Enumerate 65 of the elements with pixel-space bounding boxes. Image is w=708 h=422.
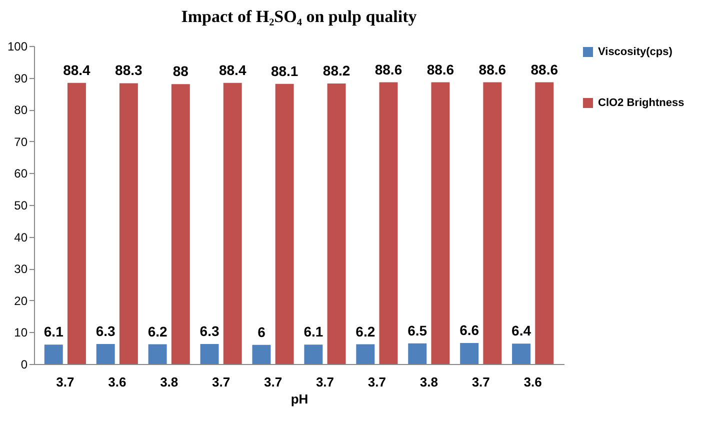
x-tick-label: 3.7 bbox=[212, 374, 230, 390]
y-tick-label: 90 bbox=[14, 71, 28, 86]
data-label: 88.3 bbox=[115, 62, 143, 78]
x-tick-label: 3.7 bbox=[472, 374, 490, 390]
bar bbox=[119, 83, 138, 364]
y-tick-label: 50 bbox=[14, 198, 28, 212]
x-tick-label: 3.7 bbox=[264, 374, 282, 390]
data-label: 88.6 bbox=[478, 61, 506, 78]
data-label: 6.2 bbox=[356, 323, 376, 340]
bar bbox=[379, 82, 398, 364]
y-tick-label: 80 bbox=[14, 103, 28, 118]
data-label: 6.5 bbox=[408, 322, 428, 338]
bar bbox=[460, 343, 479, 364]
x-tick-label: 3.8 bbox=[160, 374, 178, 390]
bar bbox=[148, 344, 167, 364]
y-tick-label: 10 bbox=[14, 326, 28, 340]
bar bbox=[535, 82, 554, 364]
x-tick-label: 3.6 bbox=[108, 374, 126, 390]
bar bbox=[44, 344, 63, 364]
data-label: 6.1 bbox=[44, 324, 64, 340]
y-tick-label: 40 bbox=[14, 230, 28, 244]
y-tick-label: 100 bbox=[7, 40, 28, 54]
bar bbox=[356, 344, 375, 364]
bar bbox=[200, 344, 219, 364]
x-tick-label: 3.7 bbox=[56, 374, 74, 390]
data-label: 6 bbox=[258, 324, 266, 340]
chart-title: Impact of H₂SO₄ on pulp quality bbox=[181, 7, 418, 26]
data-label: 88.6 bbox=[530, 61, 558, 78]
bar bbox=[252, 344, 271, 364]
bar bbox=[304, 344, 323, 364]
data-label: 6.2 bbox=[148, 323, 168, 340]
x-tick-label: 3.7 bbox=[368, 374, 386, 390]
data-label: 6.6 bbox=[460, 322, 480, 338]
legend-label: Viscosity(cps) bbox=[598, 46, 673, 58]
y-tick-label: 70 bbox=[14, 134, 28, 149]
bar bbox=[96, 344, 115, 364]
bar bbox=[67, 82, 86, 364]
bar bbox=[512, 344, 531, 364]
x-tick-label: 3.6 bbox=[524, 374, 542, 390]
data-label: 88.4 bbox=[218, 62, 246, 78]
y-tick-label: 60 bbox=[14, 166, 28, 181]
bar bbox=[171, 84, 190, 364]
bar bbox=[327, 84, 346, 364]
y-tick-label: 0 bbox=[20, 358, 28, 372]
data-label: 88.2 bbox=[322, 62, 350, 79]
y-tick-label: 30 bbox=[14, 262, 28, 276]
bar bbox=[223, 82, 242, 364]
y-tick-label: 20 bbox=[14, 294, 28, 308]
x-tick-label: 3.8 bbox=[420, 374, 438, 390]
x-axis-title: pH bbox=[290, 392, 308, 406]
data-label: 6.4 bbox=[512, 322, 532, 339]
x-tick-label: 3.7 bbox=[316, 374, 334, 390]
data-label: 6.3 bbox=[96, 322, 116, 339]
legend-label: ClO2 Brightness bbox=[598, 97, 684, 109]
bar bbox=[408, 343, 427, 364]
bar bbox=[275, 84, 294, 364]
data-label: 88 bbox=[172, 63, 189, 80]
bar bbox=[483, 82, 502, 364]
data-label: 6.3 bbox=[200, 322, 220, 339]
data-label: 88.6 bbox=[426, 61, 454, 78]
data-label: 6.1 bbox=[304, 324, 324, 340]
data-label: 88.6 bbox=[374, 61, 402, 78]
bar bbox=[431, 82, 450, 364]
data-label: 88.1 bbox=[270, 62, 298, 79]
data-label: 88.4 bbox=[63, 62, 91, 78]
